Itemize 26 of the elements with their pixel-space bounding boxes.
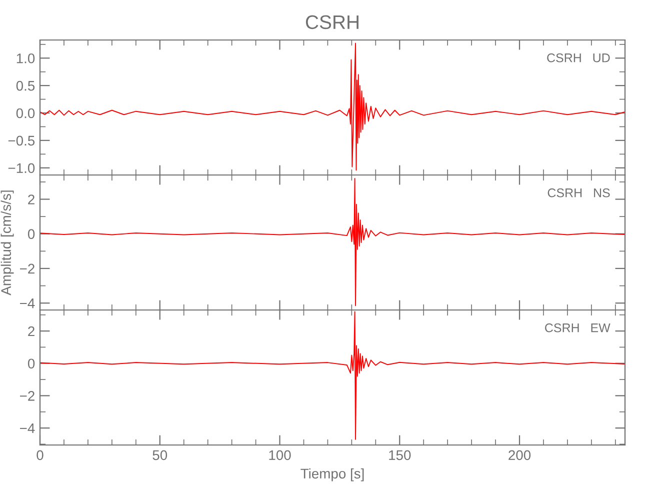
y-tick-label: 0.5 [16, 80, 35, 91]
x-tick-label: 0 [36, 450, 44, 460]
x-tick-label: 150 [389, 450, 411, 460]
annotation: CSRH NS [548, 188, 610, 198]
y-axis-title: Amplitud [cm/s/s] [0, 190, 14, 296]
x-tick-label: 100 [269, 450, 291, 460]
y-tick-label: 0 [28, 229, 35, 240]
annotation: CSRH EW [545, 323, 610, 332]
line-series [40, 42, 625, 171]
x-tick-label: 50 [152, 450, 168, 460]
chart-title: CSRH [306, 15, 358, 30]
y-tick-label: 2 [28, 326, 34, 336]
x-tick-label: 200 [508, 450, 531, 460]
y-tick-label: 2 [28, 194, 34, 204]
line-series [40, 178, 625, 306]
y-tick-label: −0.5 [8, 136, 35, 146]
y-tick-label: −4 [20, 424, 35, 434]
y-tick-label: 0.0 [16, 108, 35, 118]
y-tick-label: 0 [28, 358, 35, 369]
x-axis-title: Tiempo [s] [300, 468, 364, 482]
annotation: CSRH UD [547, 53, 610, 62]
y-tick-label: −4 [20, 298, 35, 308]
y-tick-label: −2 [20, 391, 34, 401]
y-tick-label: 1.0 [16, 53, 35, 64]
y-tick-label: −1.0 [8, 163, 35, 174]
y-tick-label: −2 [20, 264, 34, 274]
